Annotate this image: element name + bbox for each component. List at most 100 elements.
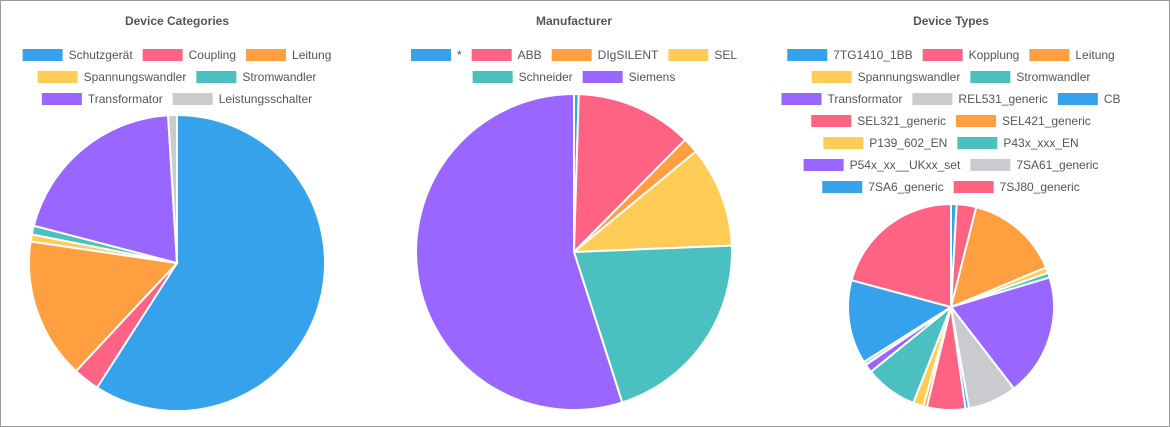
legend-label: 7SJ80_generic: [1000, 180, 1080, 194]
legend-item[interactable]: Siemens: [582, 70, 676, 84]
legend-item[interactable]: 7SA61_generic: [970, 158, 1098, 172]
legend-item[interactable]: Schutzgerät: [22, 48, 134, 62]
legend-item[interactable]: 7SJ80_generic: [953, 180, 1080, 194]
legend-swatch: [196, 71, 237, 83]
legend-swatch: [823, 137, 864, 149]
legend-swatch: [822, 181, 863, 193]
legend-swatch: [172, 93, 213, 105]
legend-item[interactable]: 7SA6_generic: [822, 180, 944, 194]
legend-item[interactable]: Kopplung: [922, 48, 1020, 62]
chart-1: Manufacturer * ABB DIgSILENT SEL Schneider Sie…: [410, 14, 737, 411]
chart-title: Manufacturer: [536, 14, 612, 28]
chart-title: Device Categories: [125, 14, 229, 28]
legend-label: 7SA6_generic: [868, 180, 943, 194]
legend-swatch: [787, 49, 828, 61]
legend-label: CB: [1104, 92, 1121, 106]
legend-swatch: [970, 159, 1011, 171]
pie-slice-abb[interactable]: [572, 93, 687, 255]
pie-slice-schneider[interactable]: [572, 244, 733, 404]
legend-label: Leitung: [1075, 48, 1114, 62]
legend-swatch: [956, 115, 996, 127]
legend-label: Coupling: [189, 48, 236, 62]
legend-item[interactable]: CB: [1057, 92, 1121, 106]
legend-item[interactable]: Transformator: [41, 92, 163, 106]
legend-swatch: [246, 49, 287, 61]
legend-swatch: [41, 93, 82, 105]
pie-slice-siemens[interactable]: [415, 92, 624, 411]
legend-label: SEL421_generic: [1002, 114, 1091, 128]
legend-item[interactable]: Transformator: [781, 92, 903, 106]
legend-item[interactable]: Leitung: [246, 48, 331, 62]
legend-swatch: [912, 93, 953, 105]
legend-label: Transformator: [88, 92, 163, 106]
pie-slice-leistungsschalter[interactable]: [167, 113, 178, 264]
pie-slice-leitung[interactable]: [949, 205, 1048, 309]
legend-swatch: [922, 49, 963, 61]
legend-swatch: [811, 71, 852, 83]
legend-item[interactable]: 7TG1410_1BB: [787, 48, 913, 62]
legend-swatch: [970, 71, 1011, 83]
legend-swatch: [781, 93, 822, 105]
pie-slice-transformator[interactable]: [32, 114, 179, 265]
legend-item[interactable]: Coupling: [142, 48, 236, 62]
legend-swatch: [551, 49, 592, 61]
legend-label: SEL321_generic: [857, 114, 946, 128]
pie-slice-7sj80-generic[interactable]: [850, 202, 952, 309]
legend-item[interactable]: Spannungswandler: [811, 70, 961, 84]
legend-item[interactable]: DIgSILENT: [551, 48, 659, 62]
pie-slice-leitung[interactable]: [28, 240, 180, 373]
legend-item[interactable]: Leistungsschalter: [172, 92, 312, 106]
legend-item[interactable]: SEL321_generic: [811, 114, 946, 128]
legend-label: *: [457, 48, 462, 62]
chart-0: Device Categories Schutzgerät Coupling Leit…: [22, 14, 331, 412]
legend-label: 7TG1410_1BB: [833, 48, 912, 62]
legend-swatch: [142, 49, 183, 61]
legend-item[interactable]: P43x_xxx_EN: [957, 136, 1079, 150]
legend-label: 7SA61_generic: [1016, 158, 1098, 172]
legend-item[interactable]: ABB: [471, 48, 542, 62]
legend-item[interactable]: Spannungswandler: [37, 70, 187, 84]
legend-label: SEL: [714, 48, 737, 62]
legend-label: Leistungsschalter: [219, 92, 312, 106]
chart-2: Device Types 7TG1410_1BB Kopplung Leitung Sp…: [781, 14, 1121, 411]
legend-swatch: [668, 49, 709, 61]
legend-label: ABB: [518, 48, 542, 62]
legend-label: Stromwandler: [242, 70, 316, 84]
legend-item[interactable]: REL531_generic: [912, 92, 1048, 106]
legend-item[interactable]: Stromwandler: [970, 70, 1090, 84]
legend-label: Spannungswandler: [84, 70, 187, 84]
legend-swatch: [803, 159, 844, 171]
legend-label: REL531_generic: [958, 92, 1047, 106]
legend-item[interactable]: Leitung: [1029, 48, 1115, 62]
legend-item[interactable]: P54x_xx__UKxx_set: [803, 158, 961, 172]
legend-swatch: [811, 115, 852, 127]
legend-item[interactable]: SEL421_generic: [956, 114, 1091, 128]
legend-label: P54x_xx__UKxx_set: [850, 158, 961, 172]
pie-slice-schutzger-t[interactable]: [95, 113, 326, 412]
legend-label: Transformator: [828, 92, 903, 106]
legend-label: DIgSILENT: [598, 48, 659, 62]
legend-label: P43x_xxx_EN: [1003, 136, 1078, 150]
legend-swatch: [410, 49, 451, 61]
legend-label: Siemens: [629, 70, 676, 84]
legend-swatch: [471, 49, 512, 61]
pie-slice-sel[interactable]: [571, 149, 733, 254]
legend-item[interactable]: P139_602_EN: [823, 136, 947, 150]
chart-title: Device Types: [913, 14, 989, 28]
legend-item[interactable]: SEL: [668, 48, 737, 62]
legend-swatch: [1057, 93, 1098, 105]
legend-label: Stromwandler: [1016, 70, 1090, 84]
legend-label: Schutzgerät: [69, 48, 134, 62]
legend-label: Leitung: [292, 48, 331, 62]
legend-swatch: [953, 181, 994, 193]
legend-item[interactable]: Stromwandler: [196, 70, 316, 84]
legend-swatch: [37, 71, 78, 83]
legend-item[interactable]: Schneider: [472, 70, 573, 84]
legend-swatch: [1029, 49, 1070, 61]
legend-swatch: [582, 71, 623, 83]
legend-item[interactable]: *: [410, 48, 462, 62]
legend-label: Schneider: [519, 70, 573, 84]
pie-slice-transformator[interactable]: [949, 276, 1055, 390]
